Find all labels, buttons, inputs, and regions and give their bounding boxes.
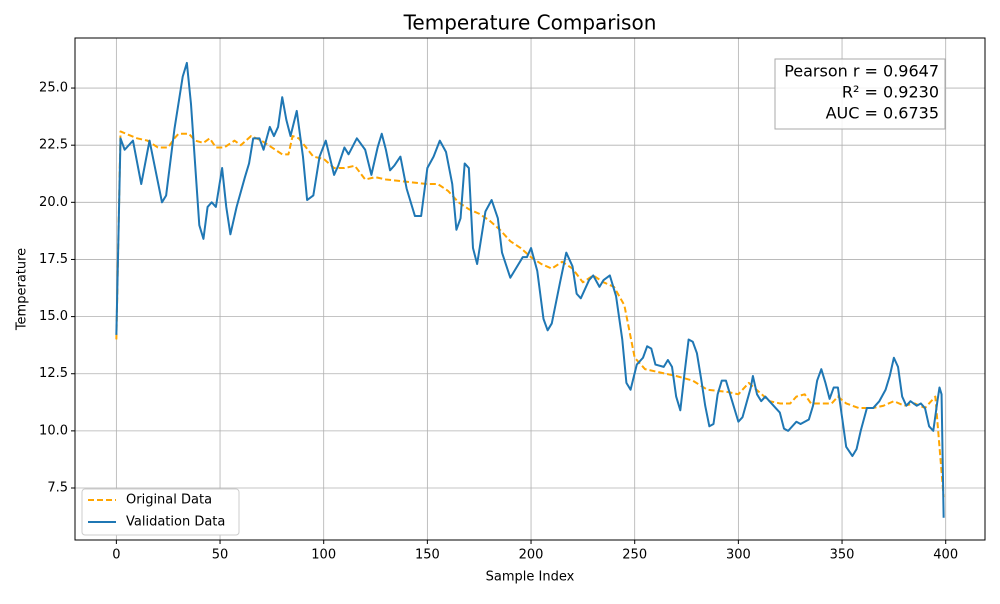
plot-frame xyxy=(74,37,986,541)
x-tick-label: 150 xyxy=(415,548,440,563)
annotation-box xyxy=(774,58,946,130)
x-tick-label: 350 xyxy=(830,548,855,563)
x-tick-label: 250 xyxy=(622,548,647,563)
series-line xyxy=(115,130,945,498)
y-tick-label: 12.5 xyxy=(39,366,68,381)
y-tick-label: 22.5 xyxy=(39,138,68,153)
legend-label: Validation Data xyxy=(126,515,225,530)
x-tick-label: 0 xyxy=(112,548,120,563)
y-tick-label: 25.0 xyxy=(39,81,68,96)
y-tick-label: 7.5 xyxy=(47,481,68,496)
annotation: Pearson r = 0.9647 xyxy=(784,62,939,81)
series-line xyxy=(115,61,945,518)
y-tick-label: 20.0 xyxy=(39,195,68,210)
x-tick-label: 50 xyxy=(212,548,229,563)
y-tick-label: 15.0 xyxy=(39,309,68,324)
y-axis-label: Temperature xyxy=(15,248,30,331)
y-tick-label: 10.0 xyxy=(39,423,68,438)
chart-title: Temperature Comparison xyxy=(403,11,657,35)
legend-box xyxy=(81,488,240,536)
y-tick-label: 17.5 xyxy=(39,252,68,267)
x-tick-label: 300 xyxy=(726,548,751,563)
x-tick-label: 400 xyxy=(933,548,958,563)
annotation: R² = 0.9230 xyxy=(842,83,939,102)
legend-label: Original Data xyxy=(126,493,212,508)
x-axis-label: Sample Index xyxy=(486,570,575,585)
x-tick-label: 100 xyxy=(311,548,336,563)
annotation: AUC = 0.6735 xyxy=(826,104,939,123)
x-tick-label: 200 xyxy=(519,548,544,563)
